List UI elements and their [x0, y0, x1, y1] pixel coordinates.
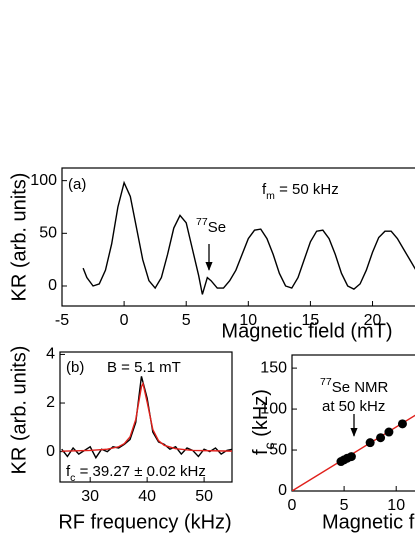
annotation: 77Se [196, 216, 226, 236]
x-tick-label: 50 [195, 488, 213, 505]
x-axis-label: Magnetic field (mT) [221, 320, 392, 342]
plot-frame [291, 354, 415, 492]
annotation-part: B = 5.1 mT [107, 359, 181, 376]
plot-frame [59, 351, 233, 483]
data-point [346, 452, 356, 462]
annotation: fm = 50 kHz [262, 181, 339, 202]
x-axis-label: Magnetic field (mT) [322, 511, 415, 533]
annotation-part: f [66, 463, 71, 480]
annotation: B = 5.1 mT [107, 359, 181, 376]
x-tick-label: 5 [340, 497, 349, 514]
x-tick-label: 30 [81, 488, 99, 505]
y-axis-label: KR (arb. units) [8, 346, 30, 475]
y-tick-label: 150 [260, 359, 287, 376]
y-tick-label: 100 [30, 172, 57, 189]
annotation-part: f [262, 181, 267, 198]
x-tick-label: 15 [302, 312, 320, 329]
x-tick-label: 5 [182, 312, 191, 329]
annotation: fc = 39.27 ± 0.02 kHz [66, 463, 206, 484]
panel-label: (a) [68, 176, 86, 193]
data-line [82, 180, 415, 295]
y-tick-label: 100 [260, 400, 287, 417]
data-line [292, 414, 415, 491]
y-tick-label: 4 [46, 346, 55, 363]
plot-area [61, 376, 232, 460]
plot-area [82, 180, 415, 295]
annotation-part: at 50 kHz [322, 398, 385, 415]
data-line [61, 381, 232, 452]
x-tick-label: -5 [55, 312, 69, 329]
x-tick-label: 20 [364, 312, 382, 329]
annotation-part: = 50 kHz [275, 181, 339, 198]
annotation-part: = 39.27 ± 0.02 kHz [75, 463, 205, 480]
y-tick-label: 50 [269, 441, 287, 458]
data-point [397, 419, 407, 429]
y-tick-label: 0 [46, 443, 55, 460]
annotation: at 50 kHz [322, 398, 385, 415]
y-axis-label-part: c [261, 442, 277, 449]
plot-frame [61, 167, 415, 307]
data-line [61, 376, 232, 460]
y-tick-label: 0 [48, 277, 57, 294]
data-point [384, 427, 394, 437]
data-point [365, 438, 375, 448]
y-axis-label-part: f [250, 449, 272, 455]
plot-area [292, 414, 415, 491]
x-tick-label: 10 [239, 312, 257, 329]
x-axis-label: RF frequency (kHz) [58, 511, 231, 533]
x-tick-label: 0 [120, 312, 129, 329]
y-tick-label: 2 [46, 394, 55, 411]
annotation-part: Se NMR [332, 379, 389, 396]
annotation-part: 77 [320, 376, 332, 388]
y-tick-label: 50 [39, 225, 57, 242]
x-tick-label: 40 [138, 488, 156, 505]
annotation: 77Se NMR [320, 376, 389, 396]
y-axis-label: fc (kHz) [250, 389, 276, 455]
annotation-part: c [70, 472, 75, 484]
y-tick-label: 0 [278, 482, 287, 499]
x-tick-label: 0 [288, 497, 297, 514]
data-point [376, 433, 386, 443]
panel-label: (b) [66, 359, 84, 376]
y-axis-label-part: (kHz) [250, 389, 272, 442]
x-tick-label: 10 [387, 497, 405, 514]
annotation-part: m [266, 190, 275, 202]
annotation-part: 77 [196, 216, 208, 228]
annotation-part: Se [208, 219, 226, 236]
y-axis-label: KR (arb. units) [8, 173, 30, 302]
